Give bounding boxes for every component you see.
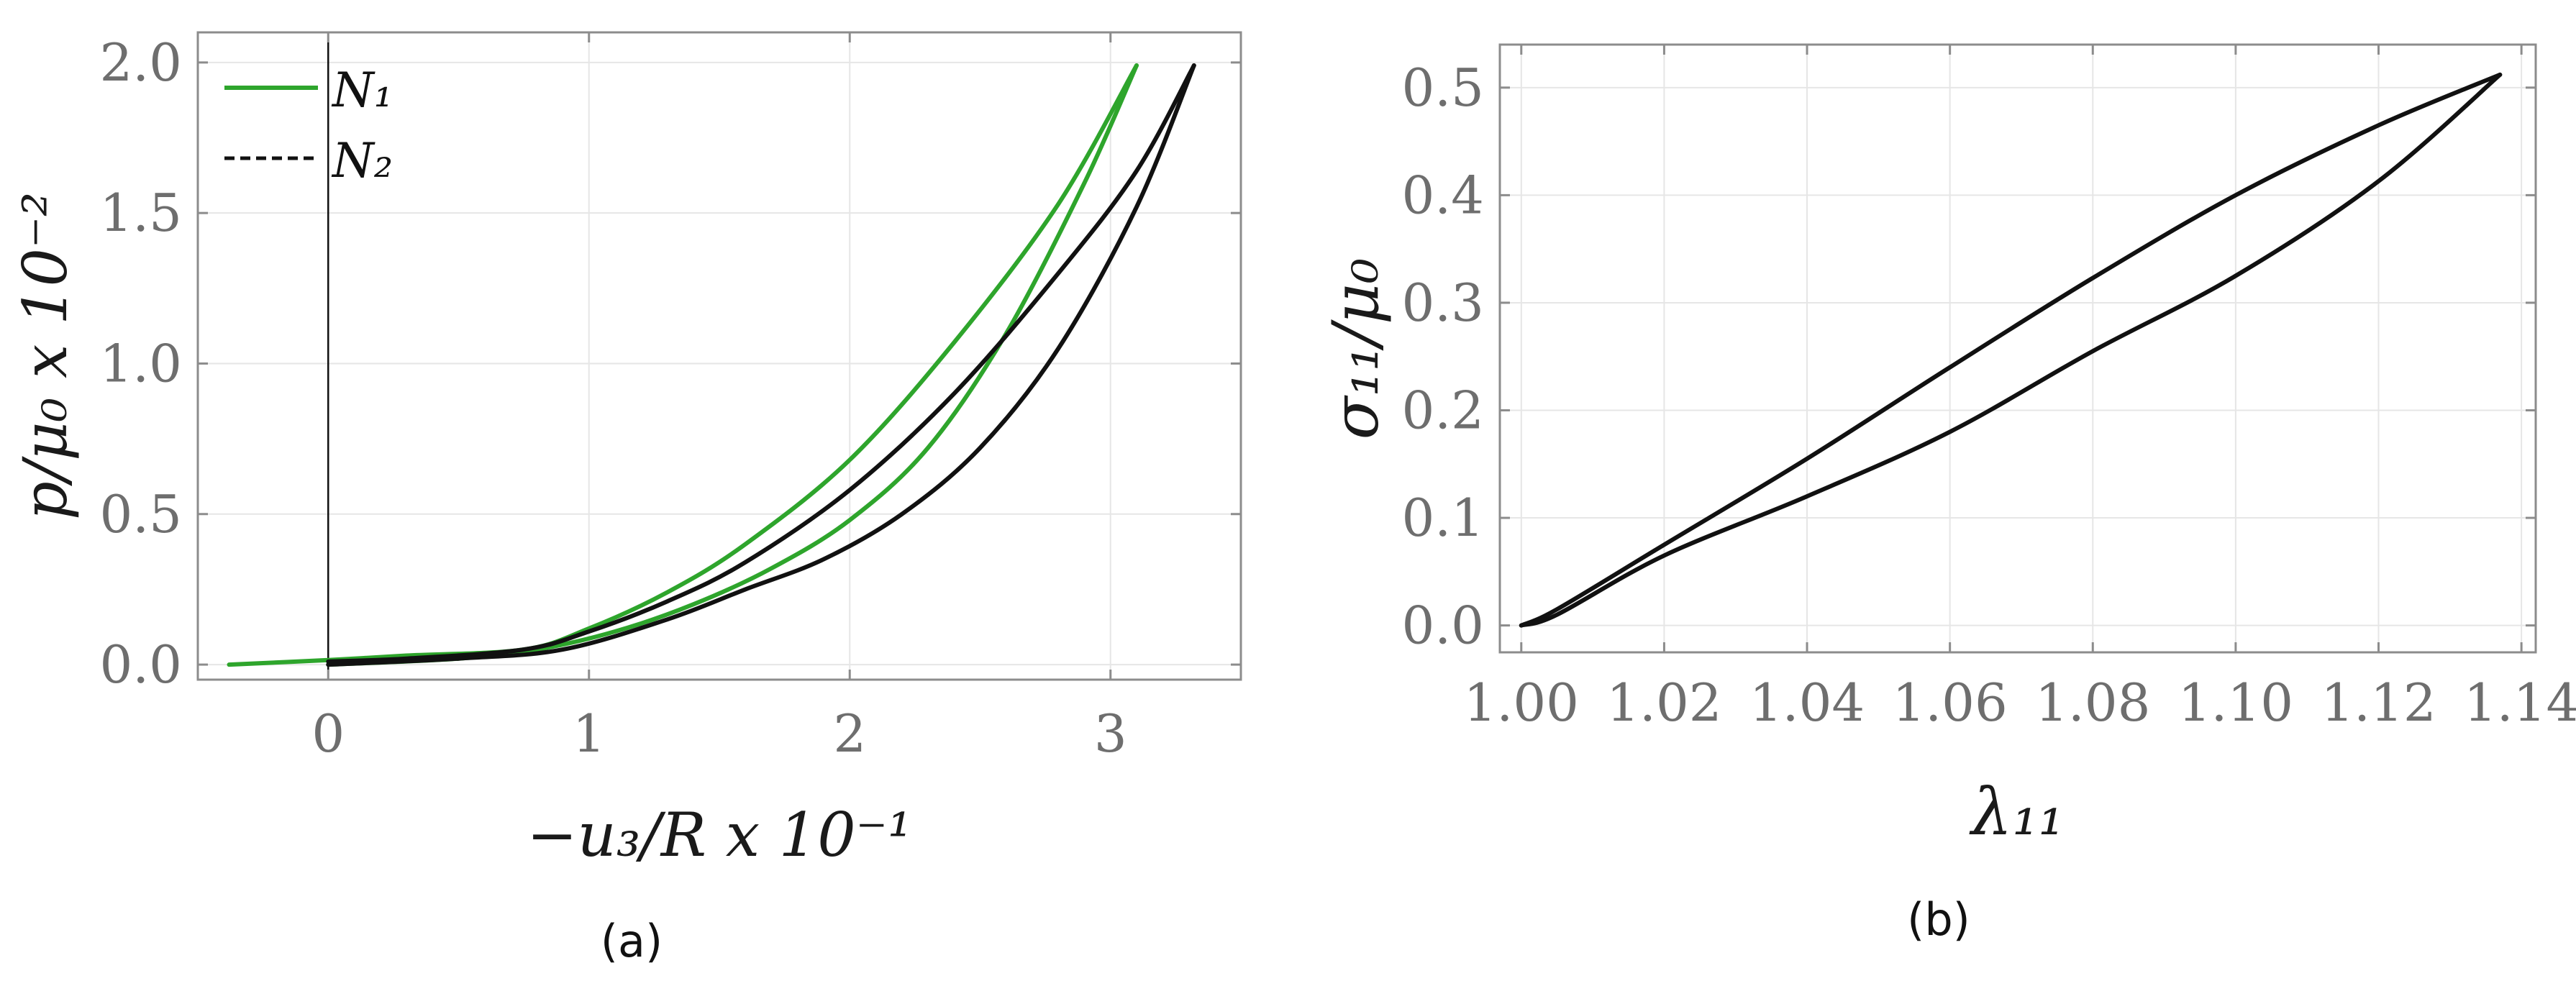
x-tick-label: 3 xyxy=(1094,703,1127,764)
tick-labels-b: 1.00 1.02 1.04 1.06 1.08 1.10 1.12 1.14 0.0 0.1 0.… xyxy=(1401,58,2576,733)
y-axis-label-b: σ₁₁/μ₀ xyxy=(1319,258,1393,440)
x-tick-label: 1.02 xyxy=(1606,672,1721,733)
tick-marks-a xyxy=(198,32,1241,680)
x-tick-label: 1.14 xyxy=(2464,672,2576,733)
y-tick-label: 0.0 xyxy=(99,634,182,695)
tick-marks-b xyxy=(1500,45,2536,652)
y-tick-label: 2.0 xyxy=(99,32,182,93)
series-line-2-loading xyxy=(326,63,1196,664)
y-tick-label: 0.5 xyxy=(99,484,182,544)
y-tick-label: 0.3 xyxy=(1401,273,1484,333)
x-tick-label: 1.08 xyxy=(2035,672,2150,733)
series-line-1-loading xyxy=(1519,72,2503,628)
y-tick-label: 1.5 xyxy=(99,183,182,243)
legend-n1-label: N₁ xyxy=(331,63,393,118)
series-line-2-unloading xyxy=(326,63,1196,667)
legend-n2-label: N₂ xyxy=(331,133,393,188)
y-tick-label: 0.2 xyxy=(1401,380,1484,440)
y-tick-label: 0.5 xyxy=(1401,58,1484,118)
legend-a: N₁ N₂ xyxy=(224,63,393,188)
plot-frame-a xyxy=(196,31,1242,681)
x-tick-label: 1.00 xyxy=(1464,672,1579,733)
x-axis-label-b: λ₁₁ xyxy=(1969,775,2064,850)
series-b xyxy=(1519,72,2503,628)
x-tick-label: 1.10 xyxy=(2178,672,2293,733)
x-axis-label-a: −u₃/R x 10⁻¹ xyxy=(527,800,911,870)
y-axis-label-a: p/μ₀ x 10⁻² xyxy=(10,192,81,520)
chart-panel-a: 0 1 2 3 0.0 0.5 1.0 1.5 2.0 N₁ N₂ −u₃/R x 10⁻¹ p… xyxy=(10,31,1242,967)
x-tick-label: 1 xyxy=(573,703,606,764)
x-tick-label: 0 xyxy=(311,703,345,764)
y-tick-label: 1.0 xyxy=(99,333,182,393)
series-line-1-loading xyxy=(227,63,1139,667)
x-tick-label: 2 xyxy=(833,703,866,764)
series-line-1-unloading xyxy=(326,63,1139,667)
tick-labels-a: 0 1 2 3 0.0 0.5 1.0 1.5 2.0 xyxy=(99,32,1127,764)
x-tick-label: 1.06 xyxy=(1892,672,2007,733)
chart-panel-b: 1.00 1.02 1.04 1.06 1.08 1.10 1.12 1.14 0.0 0.1 0.… xyxy=(1319,43,2576,946)
series-line-1-unloading xyxy=(1519,72,2503,628)
x-tick-label: 1.12 xyxy=(2321,672,2436,733)
y-tick-label: 0.1 xyxy=(1401,488,1484,548)
y-tick-label: 0.0 xyxy=(1401,596,1484,656)
caption-a: (a) xyxy=(601,915,663,967)
x-tick-label: 1.04 xyxy=(1749,672,1865,733)
series-a xyxy=(227,63,1196,667)
caption-b: (b) xyxy=(1907,893,1970,946)
y-tick-label: 0.4 xyxy=(1401,165,1484,225)
